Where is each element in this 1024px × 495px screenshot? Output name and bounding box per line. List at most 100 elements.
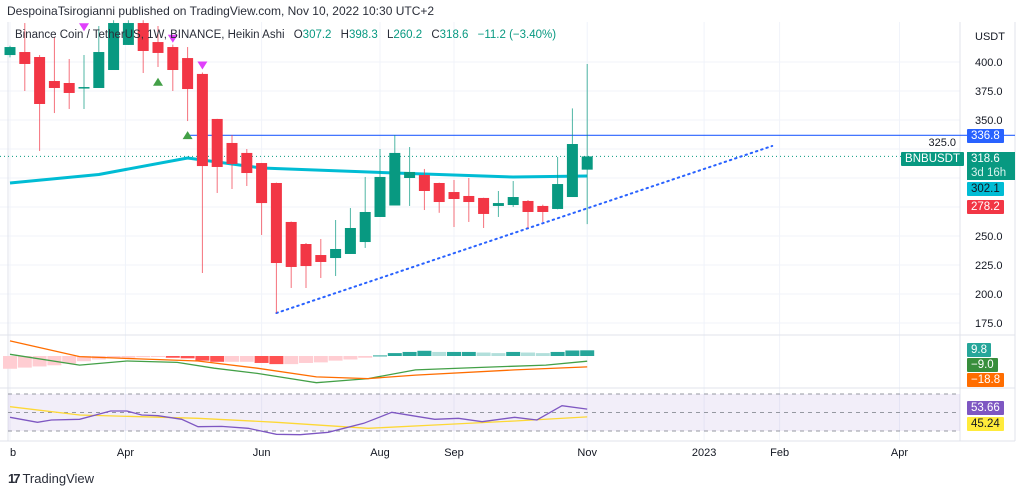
candle-down <box>63 82 75 93</box>
buy-signal-icon <box>153 77 163 86</box>
tradingview-logo[interactable]: 17 TradingView <box>8 471 94 486</box>
candle-up <box>122 23 134 45</box>
rsi-pane <box>8 393 960 436</box>
candle-down <box>182 58 194 90</box>
last-price: 318.6 <box>971 153 1000 165</box>
ticker-badge: BNBUSDT <box>901 152 964 166</box>
candles <box>4 20 593 314</box>
ma-badge: 302.1 <box>967 182 1004 196</box>
macd-histogram-bar <box>417 350 432 356</box>
time-tick: Apr <box>891 447 908 459</box>
candle-up <box>389 152 401 206</box>
macd-histogram-bar <box>432 351 447 356</box>
candle-down <box>137 23 149 51</box>
macd-histogram-bar <box>225 356 239 362</box>
candle-down <box>241 152 253 174</box>
macd-histogram-bar <box>580 350 595 356</box>
close-label: C <box>431 29 440 41</box>
macd-histogram-bar <box>136 356 151 358</box>
candle-down <box>48 81 60 88</box>
macd-histogram-bar <box>17 356 32 368</box>
candle-up <box>404 171 416 178</box>
candle-down <box>34 57 46 104</box>
candle-up <box>4 47 16 56</box>
symbol-name[interactable]: Binance Coin / TetherUS, 1W, BINANCE, He… <box>15 29 285 41</box>
candle-down <box>448 192 460 199</box>
sell-signal-icon <box>197 61 208 70</box>
candle-up <box>566 144 578 198</box>
macd-histogram-bar <box>3 356 17 369</box>
macd-signal-badge: −18.8 <box>967 373 1005 387</box>
candle-down <box>285 221 297 267</box>
macd-histogram-bar <box>521 352 535 356</box>
price-tick: 175.0 <box>975 318 1003 330</box>
price-axis[interactable]: USDT 400.0 375.0 350.0 325.0 250.0 225.0 200.0… <box>928 31 1005 330</box>
macd-histogram-bar <box>343 356 358 360</box>
rsi-ma-line <box>9 406 588 429</box>
macd-histogram-bar <box>565 350 580 356</box>
trend-badge: 278.2 <box>967 200 1004 214</box>
time-tick: Aug <box>370 447 390 459</box>
macd-histogram-bar <box>373 355 387 357</box>
rsi-line <box>9 405 588 436</box>
tradingview-logo-icon: 17 <box>8 471 21 486</box>
time-tick: b <box>10 447 16 459</box>
macd-histogram-bar <box>32 356 47 367</box>
macd-histogram-bar <box>358 356 373 358</box>
macd-histogram-bar <box>506 351 521 356</box>
candle-down <box>300 244 312 267</box>
candle-down <box>522 200 534 212</box>
candle-up <box>492 203 504 206</box>
sell-signal-icon <box>79 23 89 32</box>
candle-up <box>374 176 386 217</box>
macd-histogram-bar <box>106 356 121 359</box>
candle-down <box>256 163 268 204</box>
macd-histogram-bar <box>550 351 565 356</box>
macd-histogram-bar <box>254 356 269 363</box>
candle-down <box>463 195 475 203</box>
macd-badge: −9.0 <box>967 358 998 372</box>
macd-histogram-bar <box>491 353 506 356</box>
resistance-badge: 336.8 <box>967 129 1004 143</box>
rsi-badge: 53.66 <box>967 401 1004 415</box>
change-value: −11.2 (−3.40%) <box>477 29 557 41</box>
candle-down <box>418 174 430 191</box>
candle-down <box>537 205 549 212</box>
macd-histogram-bar <box>77 356 91 362</box>
buy-signal-icon <box>182 131 193 140</box>
macd-histogram-bar <box>151 356 165 357</box>
price-tick: 225.0 <box>975 260 1003 272</box>
candle-up <box>330 248 342 259</box>
macd-histogram-bar <box>313 356 328 363</box>
drawings <box>187 134 1015 315</box>
trend-line <box>275 144 774 315</box>
candle-down <box>315 255 327 262</box>
axis-currency: USDT <box>975 31 1005 43</box>
macd-histogram-bar <box>62 356 77 364</box>
macd-histogram-bar <box>387 353 402 356</box>
time-tick: Nov <box>577 447 597 459</box>
price-tick: 375.0 <box>975 86 1003 98</box>
macd-histogram-bar <box>447 351 461 356</box>
time-axis[interactable]: b Apr Jun Aug Sep Nov 2023 Feb Apr <box>10 447 908 459</box>
time-tick: 2023 <box>692 447 716 459</box>
candle-down <box>19 52 31 64</box>
macd-signal-line <box>9 340 588 380</box>
macd-histogram-bar <box>328 356 343 361</box>
candle-down <box>270 182 282 264</box>
candle-down <box>226 142 238 164</box>
bar-countdown: 3d 16h <box>971 167 1007 179</box>
macd-pane <box>3 340 595 384</box>
candle-down <box>167 47 179 71</box>
macd-histogram-bar <box>535 353 550 356</box>
price-tick: 250.0 <box>975 231 1003 243</box>
candle-down <box>433 182 445 203</box>
open-value: 307.2 <box>302 29 332 41</box>
candle-up <box>344 227 356 254</box>
sell-signal-icon <box>167 34 178 43</box>
candle-down <box>211 118 223 167</box>
candle-up <box>581 156 593 170</box>
time-tick: Sep <box>444 447 464 459</box>
time-tick: Apr <box>117 447 134 459</box>
